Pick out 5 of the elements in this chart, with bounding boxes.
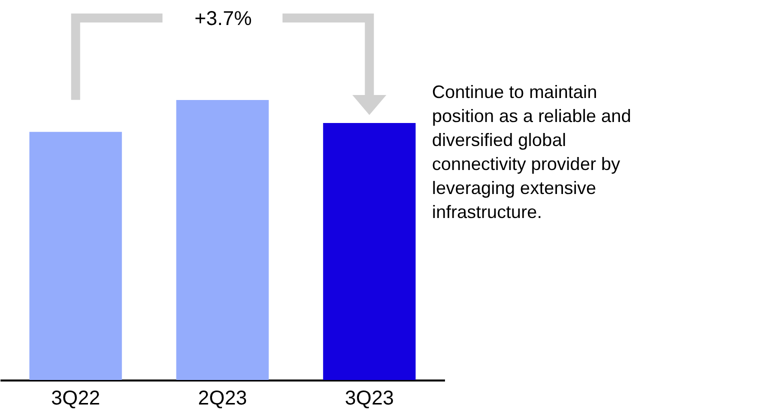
x-tick-label: 3Q23 — [344, 388, 394, 410]
x-tick-label: 3Q22 — [51, 388, 100, 410]
text: +3.7% — [194, 8, 252, 31]
annotation: Continue to maintain position as a reliable and diversified global connectivity provider by leveraging extensive infrastructure. — [432, 81, 632, 224]
x-tick-label: 2Q23 — [198, 388, 247, 410]
